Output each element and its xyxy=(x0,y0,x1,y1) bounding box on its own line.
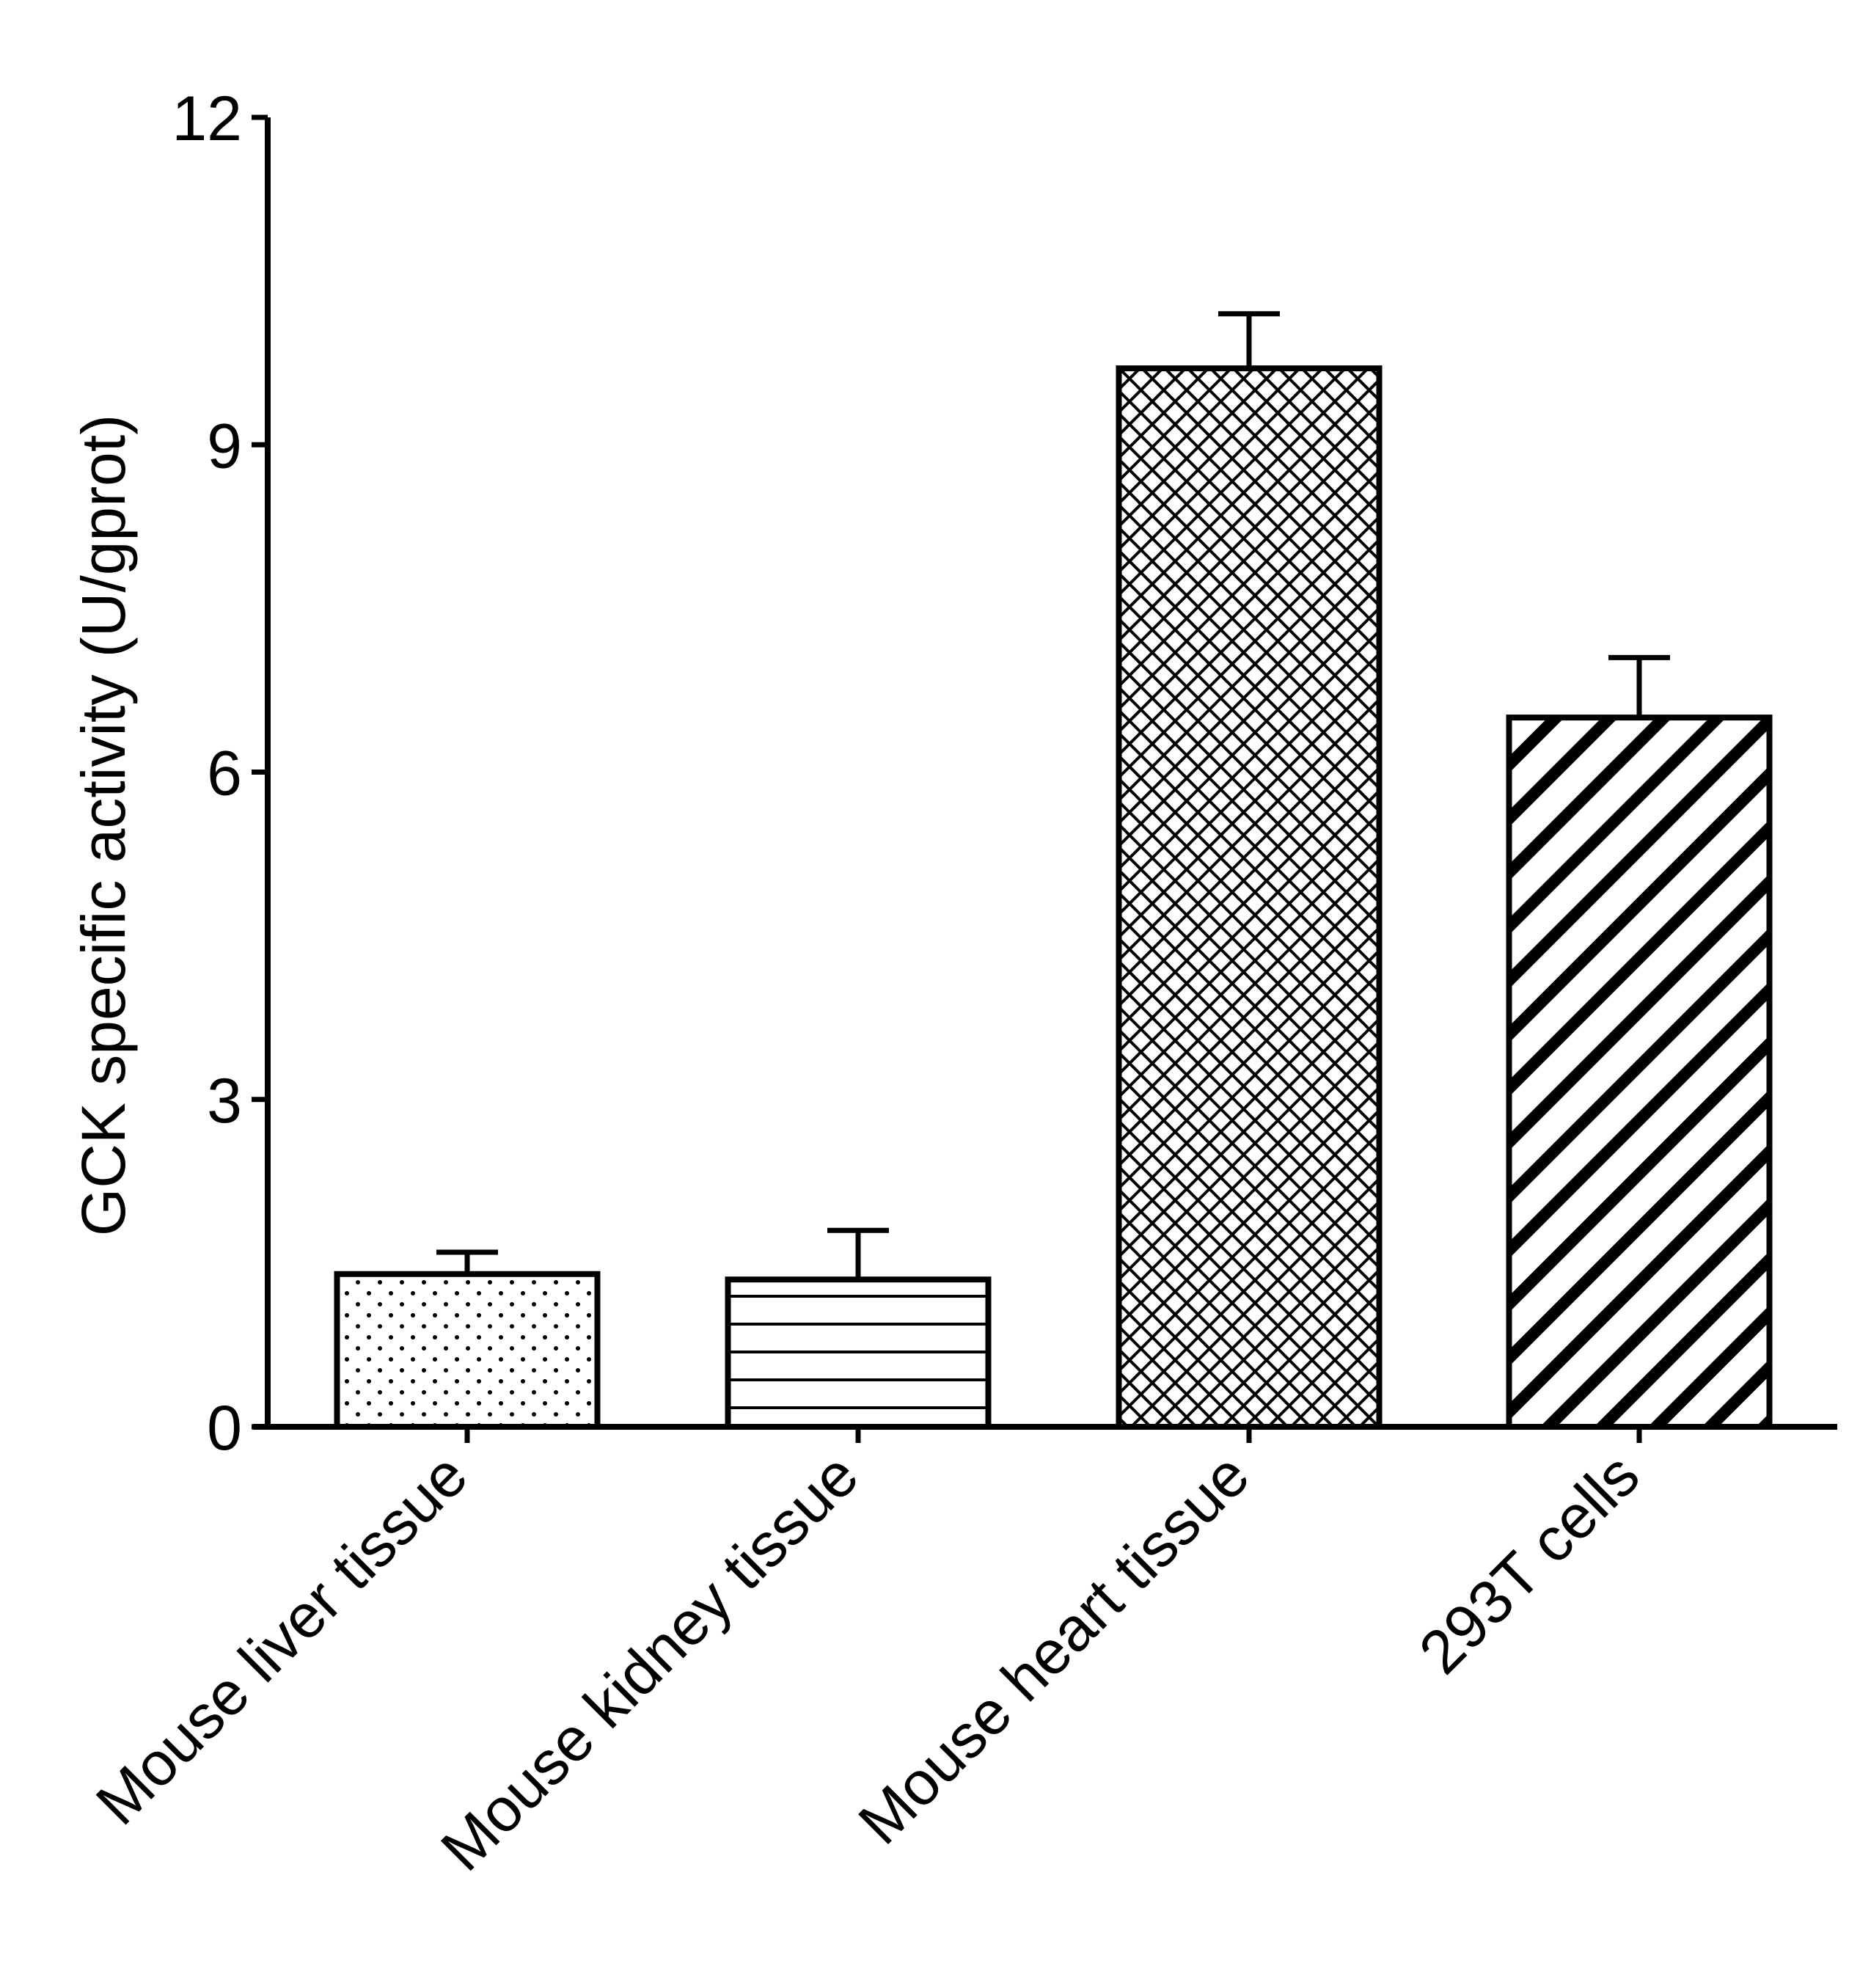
bar-293t-cells xyxy=(1506,715,1773,1430)
y-tick-label-12: 12 xyxy=(172,84,242,154)
x-tick-label-mouse-liver-tissue: Mouse liver tissue xyxy=(83,1440,480,1838)
bar-mouse-liver-tissue xyxy=(334,1271,601,1430)
x-tick-label-mouse-heart-tissue: Mouse heart tissue xyxy=(845,1440,1262,1857)
x-tick-label-293t-cells: 293T cells xyxy=(1406,1440,1652,1686)
y-tick-label-0: 0 xyxy=(207,1393,242,1463)
bar-mouse-heart-tissue xyxy=(1116,365,1383,1430)
x-tick-label-mouse-kidney-tissue: Mouse kidney tissue xyxy=(428,1440,871,1884)
y-tick-label-9: 9 xyxy=(207,411,242,481)
y-tick-label-6: 6 xyxy=(207,739,242,809)
y-tick-label-3: 3 xyxy=(207,1066,242,1136)
y-axis-title: GCK specific activity (U/gprot) xyxy=(69,414,138,1236)
bar-mouse-kidney-tissue xyxy=(725,1276,992,1430)
